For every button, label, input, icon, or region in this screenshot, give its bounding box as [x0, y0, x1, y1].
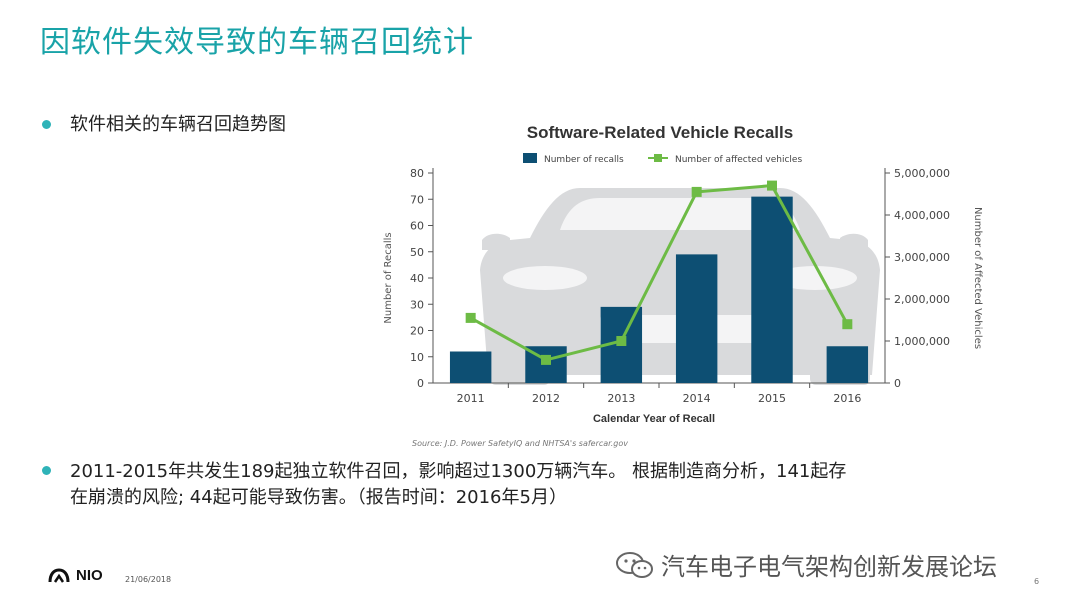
y2-tick-label: 2,000,000 — [894, 293, 950, 306]
chart-title: Software-Related Vehicle Recalls — [527, 123, 793, 142]
marker-affected-vehicles-2011 — [465, 312, 476, 323]
wechat-icon — [616, 551, 653, 578]
nio-logo: NIO — [48, 567, 103, 584]
y2-tick-label: 3,000,000 — [894, 251, 950, 264]
y-tick-label: 40 — [410, 272, 424, 285]
legend-swatch-recalls — [523, 153, 537, 163]
y-tick-label: 20 — [410, 325, 424, 338]
legend-label-vehicles: Number of affected vehicles — [675, 155, 802, 165]
bullet-dot-1 — [42, 120, 51, 129]
x-axis-label: Calendar Year of Recall — [593, 413, 715, 425]
y2-tick-label: 0 — [894, 377, 901, 390]
bar-series — [449, 196, 869, 383]
chart-axes — [428, 168, 890, 388]
bullet-text-2: 2011-2015年共发生189起独立软件召回，影响超过1300万辆汽车。 根据… — [70, 459, 846, 511]
y-tick-label: 80 — [410, 167, 424, 180]
y-tick-label: 60 — [410, 220, 424, 233]
y-tick-label: 50 — [410, 246, 424, 259]
footer-brand: NIO — [76, 567, 103, 584]
watermark-text: 汽车电子电气架构创新发展论坛 — [661, 553, 997, 581]
bar-recalls-2014 — [675, 254, 718, 383]
watermark: 汽车电子电气架构创新发展论坛 — [615, 547, 997, 582]
y-tick-label: 30 — [410, 298, 424, 311]
footer-date: 21/06/2018 — [125, 575, 172, 584]
marker-affected-vehicles-2016 — [842, 319, 853, 330]
chart-legend: Number of recalls Number of affected veh… — [523, 153, 802, 165]
x-tick-label: 2016 — [833, 392, 861, 405]
y2-tick-label: 1,000,000 — [894, 335, 950, 348]
x-tick-label: 2014 — [683, 392, 711, 405]
x-tick-label: 2012 — [532, 392, 560, 405]
marker-affected-vehicles-2013 — [616, 336, 627, 346]
x-tick-label: 2013 — [607, 392, 635, 405]
x-tick-label: 2011 — [457, 392, 485, 405]
bar-recalls-2016 — [826, 346, 869, 383]
bullet-text-2-line2: 在崩溃的风险; 44起可能导致伤害。（报告时间：2016年5月） — [70, 487, 567, 508]
bullet-text-1: 软件相关的车辆召回趋势图 — [70, 114, 286, 135]
y2-tick-label: 5,000,000 — [894, 167, 950, 180]
y-tick-label: 0 — [417, 377, 424, 390]
bar-recalls-2015 — [751, 196, 793, 383]
y-tick-label: 70 — [410, 193, 424, 206]
recalls-chart: Software-Related Vehicle Recalls Number … — [383, 123, 983, 448]
line-series — [465, 180, 853, 365]
marker-affected-vehicles-2012 — [541, 354, 551, 365]
line-affected-vehicles — [469, 184, 849, 362]
bar-recalls-2011 — [449, 351, 492, 383]
marker-affected-vehicles-2014 — [691, 186, 702, 197]
legend-label-recalls: Number of recalls — [544, 155, 624, 165]
y2-tick-label: 4,000,000 — [894, 209, 950, 222]
y-axis-label: Number of Recalls — [383, 232, 394, 323]
y2-axis-label: Number of Affected Vehicles — [972, 207, 983, 349]
x-tick-label: 2015 — [758, 392, 786, 405]
nio-logo-icon — [48, 567, 70, 583]
marker-affected-vehicles-2015 — [767, 180, 777, 191]
page-number: 6 — [1034, 577, 1040, 586]
chart-source: Source: J.D. Power SafetyIQ and NHTSA's … — [412, 439, 628, 448]
slide-title: 因软件失效导致的车辆召回统计 — [40, 25, 474, 60]
bullet-dot-2 — [42, 466, 51, 475]
chart-labels: 0 10 20 30 40 50 60 70 80 0 1,000,000 2,000,000 3,00… — [410, 167, 950, 405]
bullet-text-2-line1: 2011-2015年共发生189起独立软件召回，影响超过1300万辆汽车。 根据… — [70, 461, 847, 482]
y-tick-label: 10 — [410, 351, 424, 364]
legend-swatch-vehicles-marker — [654, 154, 662, 162]
